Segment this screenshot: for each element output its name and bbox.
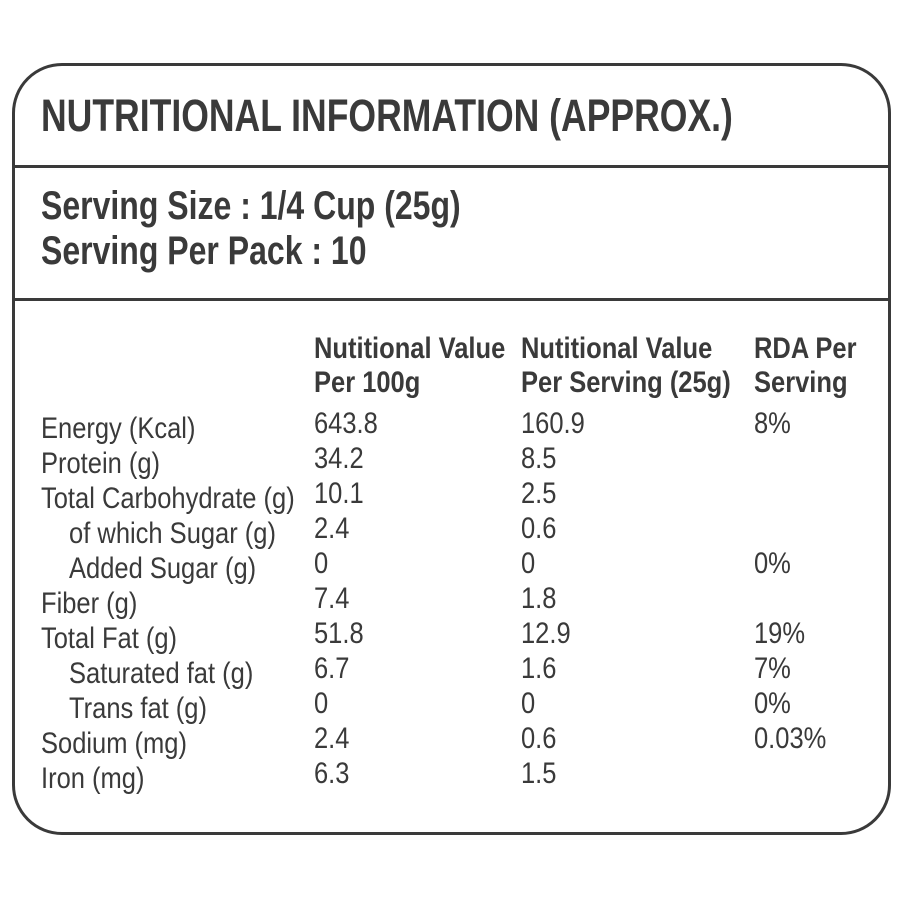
nutrient-label: Sodium (mg) xyxy=(41,727,187,760)
table-row: Fiber (g) 7.4 1.8 xyxy=(41,582,888,621)
value-rda: 19% xyxy=(754,617,806,650)
table-row: Energy (Kcal) 643.8 160.9 8% xyxy=(41,407,888,446)
value-per-100g: 10.1 xyxy=(314,477,364,510)
value-per-100g: 34.2 xyxy=(314,442,364,475)
value-per-100g: 2.4 xyxy=(314,512,350,545)
serving-per-pack-line: Serving Per Pack : 10 xyxy=(41,229,367,273)
value-rda xyxy=(754,511,868,546)
label-title: NUTRITIONAL INFORMATION (APPROX.) xyxy=(41,89,733,141)
value-per-serving: 1.6 xyxy=(521,652,557,685)
value-rda: 7% xyxy=(754,652,791,685)
value-per-100g: 7.4 xyxy=(314,582,350,615)
nutrient-label: Iron (mg) xyxy=(41,762,145,795)
value-rda: 8% xyxy=(754,407,791,440)
column-header-line: Per Serving (25g) xyxy=(521,366,731,399)
value-per-100g: 0 xyxy=(314,547,329,580)
value-rda: 0.03% xyxy=(754,722,827,755)
nutrition-label-card: NUTRITIONAL INFORMATION (APPROX.) Servin… xyxy=(12,63,891,835)
value-rda: 0% xyxy=(754,547,791,580)
table-header-row: Nutitional Value Per 100g Nutitional Val… xyxy=(41,332,888,400)
table-row: Iron (mg) 6.3 1.5 xyxy=(41,757,888,796)
value-per-serving: 1.5 xyxy=(521,757,557,790)
value-per-serving: 0.6 xyxy=(521,512,557,545)
value-per-100g: 51.8 xyxy=(314,617,364,650)
value-per-100g: 643.8 xyxy=(314,407,378,440)
value-per-100g: 2.4 xyxy=(314,722,350,755)
table-row: Total Fat (g) 51.8 12.9 19% xyxy=(41,617,888,656)
serving-size-line: Serving Size : 1/4 Cup (25g) xyxy=(41,184,461,228)
value-per-serving: 8.5 xyxy=(521,442,557,475)
table-row: Saturated fat (g) 6.7 1.6 7% xyxy=(41,652,888,691)
value-per-serving: 160.9 xyxy=(521,407,585,440)
value-per-serving: 12.9 xyxy=(521,617,571,650)
column-header-line: Nutitional Value xyxy=(521,332,713,365)
value-per-serving: 0 xyxy=(521,687,536,720)
value-rda: 0% xyxy=(754,687,791,720)
column-header-line: Per 100g xyxy=(314,366,421,399)
nutrient-label: of which Sugar (g) xyxy=(69,517,276,550)
value-rda xyxy=(754,441,868,476)
title-section: NUTRITIONAL INFORMATION (APPROX.) xyxy=(15,66,888,168)
nutrient-label: Total Carbohydrate (g) xyxy=(41,482,295,515)
value-rda xyxy=(754,476,868,511)
table-row: of which Sugar (g) 2.4 0.6 xyxy=(41,512,888,551)
value-per-100g: 0 xyxy=(314,687,329,720)
value-per-100g: 6.3 xyxy=(314,757,350,790)
nutrition-table-section: Nutitional Value Per 100g Nutitional Val… xyxy=(15,301,888,796)
nutrient-label: Added Sugar (g) xyxy=(69,552,257,585)
value-per-serving: 0 xyxy=(521,547,536,580)
column-header-line: Serving xyxy=(754,366,848,399)
column-header-per-100g: Nutitional Value Per 100g xyxy=(314,332,506,400)
nutrient-label: Saturated fat (g) xyxy=(69,657,254,690)
table-body: Energy (Kcal) 643.8 160.9 8% Protein (g)… xyxy=(41,407,888,796)
value-rda xyxy=(754,756,868,791)
column-header-per-serving: Nutitional Value Per Serving (25g) xyxy=(521,332,731,400)
nutrient-label: Total Fat (g) xyxy=(41,622,178,655)
table-row: Trans fat (g) 0 0 0% xyxy=(41,687,888,726)
nutrient-label: Trans fat (g) xyxy=(69,692,207,725)
nutrient-label: Protein (g) xyxy=(41,447,161,480)
value-per-serving: 1.8 xyxy=(521,582,557,615)
column-header-rda: RDA Per Serving xyxy=(754,332,868,400)
column-header-line: RDA Per xyxy=(754,332,857,365)
nutrient-label: Energy (Kcal) xyxy=(41,412,196,445)
table-row: Protein (g) 34.2 8.5 xyxy=(41,442,888,481)
table-row: Total Carbohydrate (g) 10.1 2.5 xyxy=(41,477,888,516)
column-header-line: Nutitional Value xyxy=(314,332,506,365)
table-row: Sodium (mg) 2.4 0.6 0.03% xyxy=(41,722,888,761)
header-spacer xyxy=(41,332,273,400)
table-row: Added Sugar (g) 0 0 0% xyxy=(41,547,888,586)
value-per-100g: 6.7 xyxy=(314,652,350,685)
nutrient-label: Fiber (g) xyxy=(41,587,138,620)
serving-section: Serving Size : 1/4 Cup (25g) Serving Per… xyxy=(15,168,888,301)
value-rda xyxy=(754,581,868,616)
value-per-serving: 0.6 xyxy=(521,722,557,755)
value-per-serving: 2.5 xyxy=(521,477,557,510)
